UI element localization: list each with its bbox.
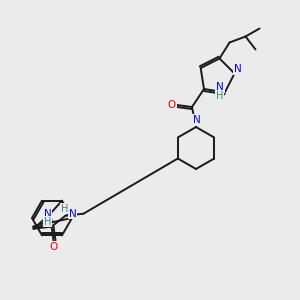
Text: O: O <box>50 242 58 252</box>
Text: N: N <box>69 209 76 219</box>
Text: N: N <box>193 115 201 125</box>
Text: N: N <box>44 208 52 218</box>
Text: H: H <box>44 217 51 226</box>
Text: N: N <box>216 82 224 92</box>
Text: N: N <box>234 64 242 74</box>
Text: H: H <box>216 91 224 101</box>
Text: H: H <box>61 204 68 214</box>
Text: O: O <box>168 100 176 110</box>
